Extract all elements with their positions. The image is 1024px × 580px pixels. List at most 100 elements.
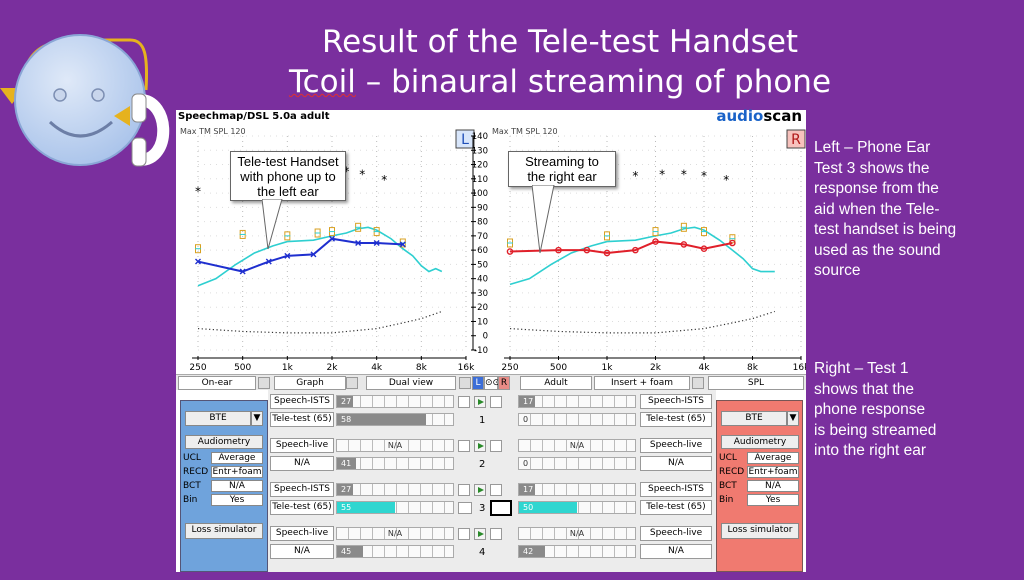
left-stimulus-level-bar[interactable]: 27: [336, 483, 454, 496]
right-stimulus-cell[interactable]: Speech-ISTS: [640, 482, 712, 497]
left-recd-value[interactable]: Entr+foam: [211, 466, 263, 478]
right-test-cell[interactable]: N/A: [640, 456, 712, 471]
right-test-level-bar[interactable]: 50: [518, 501, 636, 514]
ucl-star: *: [723, 173, 729, 187]
link-ears-icon[interactable]: ⊙⊙: [484, 376, 501, 390]
right-test-level-bar[interactable]: 0: [518, 457, 636, 470]
left-style-dropdown-icon[interactable]: ▼: [251, 411, 263, 426]
play-icon[interactable]: [474, 396, 486, 408]
left-ucl-label: UCL: [183, 453, 201, 463]
left-stimulus-cell[interactable]: Speech-live: [270, 438, 334, 453]
left-stimulus-cell[interactable]: Speech-ISTS: [270, 482, 334, 497]
right-audiometry-button[interactable]: Audiometry: [721, 435, 799, 449]
right-stimulus-level-bar[interactable]: N/A: [518, 527, 636, 540]
left-test-level-bar[interactable]: 41: [336, 457, 454, 470]
right-bct-value[interactable]: N/A: [747, 480, 799, 492]
right-test-cell[interactable]: Tele-test (65): [640, 412, 712, 427]
callout-right-ear: Streaming to the right ear: [508, 151, 616, 187]
coupling-dropdown[interactable]: [692, 377, 704, 389]
left-stimulus-level-bar-text: 27: [341, 485, 352, 494]
left-stimulus-level-bar-fill: [337, 396, 354, 407]
right-ear-select[interactable]: R: [498, 376, 510, 390]
left-grid-icon[interactable]: [458, 440, 470, 452]
right-grid-icon[interactable]: [490, 396, 502, 408]
aided-response-point: [373, 240, 380, 246]
callout-left-ear: Tele-test Handset with phone up to the l…: [230, 151, 346, 201]
graph-settings-bar: On-ear Graph Dual view L ⊙⊙ R Adult Inse…: [176, 374, 806, 390]
left-stimulus-level-bar[interactable]: 27: [336, 395, 454, 408]
right-grid-icon[interactable]: [490, 484, 502, 496]
right-test-level-bar-text: 42: [523, 547, 534, 556]
aided-response-point: [239, 268, 246, 275]
coupling-button[interactable]: Insert + foam: [594, 376, 690, 390]
right-style-dropdown-icon[interactable]: ▼: [787, 411, 799, 426]
play-icon[interactable]: [474, 528, 486, 540]
ucl-star: *: [701, 169, 707, 183]
left-bct-value[interactable]: N/A: [211, 480, 263, 492]
on-ear-dropdown[interactable]: [258, 377, 270, 389]
dual-view-dropdown[interactable]: [459, 377, 471, 389]
y-tick-label: 80: [477, 218, 488, 228]
left-ear-select[interactable]: L: [472, 376, 484, 390]
play-icon[interactable]: [474, 484, 486, 496]
left-test-level-bar[interactable]: 55: [336, 501, 454, 514]
left-test-cell[interactable]: Tele-test (65): [270, 500, 334, 515]
title-line-2: Tcoil – binaural streaming of phone: [250, 62, 870, 102]
dual-view-button[interactable]: Dual view: [366, 376, 456, 390]
aided-response-curve: [509, 240, 733, 254]
right-loss-simulator-button[interactable]: Loss simulator: [721, 523, 799, 539]
left-stimulus-level-bar[interactable]: N/A: [336, 439, 454, 452]
right-test-level-bar[interactable]: 42: [518, 545, 636, 558]
left-test-level-bar[interactable]: 58: [336, 413, 454, 426]
on-ear-button[interactable]: On-ear: [178, 376, 256, 390]
right-bin-value[interactable]: Yes: [747, 494, 799, 506]
x-tick-label: 2k: [327, 363, 339, 373]
right-test-cell[interactable]: Tele-test (65): [640, 500, 712, 515]
right-grid-icon[interactable]: [490, 528, 502, 540]
left-test-cell[interactable]: N/A: [270, 544, 334, 559]
left-grid-icon[interactable]: [458, 396, 470, 408]
left-test-level-bar-fill: [337, 458, 356, 469]
callout-right-line-1: Streaming to: [525, 154, 599, 169]
ucl-star: *: [681, 168, 687, 182]
right-stimulus-level-bar[interactable]: N/A: [518, 439, 636, 452]
left-test-cell[interactable]: N/A: [270, 456, 334, 471]
left-bin-label: Bin: [183, 495, 198, 505]
right-recd-value[interactable]: Entr+foam: [747, 466, 799, 478]
left-stimulus-cell[interactable]: Speech-live: [270, 526, 334, 541]
callout-right-pointer: [532, 185, 555, 254]
right-ucl-value[interactable]: Average: [747, 452, 799, 464]
left-style-select[interactable]: BTE: [185, 411, 251, 426]
right-curve-toggle-icon[interactable]: [490, 500, 512, 516]
left-audiometry-button[interactable]: Audiometry: [185, 435, 263, 449]
title-line-1: Result of the Tele-test Handset: [321, 24, 799, 60]
left-grid-icon[interactable]: [458, 484, 470, 496]
play-icon[interactable]: [474, 440, 486, 452]
left-test-cell[interactable]: Tele-test (65): [270, 412, 334, 427]
test-number: 4: [479, 547, 486, 558]
right-test-level-bar[interactable]: 0: [518, 413, 636, 426]
graph-button[interactable]: Graph: [274, 376, 346, 390]
spl-button[interactable]: SPL: [708, 376, 804, 390]
right-style-select[interactable]: BTE: [721, 411, 787, 426]
right-stimulus-cell[interactable]: Speech-ISTS: [640, 394, 712, 409]
left-grid-icon[interactable]: [458, 528, 470, 540]
left-test-level-bar[interactable]: 45: [336, 545, 454, 558]
right-stimulus-level-bar[interactable]: 17: [518, 395, 636, 408]
left-stimulus-cell[interactable]: Speech-ISTS: [270, 394, 334, 409]
left-bin-value[interactable]: Yes: [211, 494, 263, 506]
adult-button[interactable]: Adult: [520, 376, 592, 390]
right-test-cell[interactable]: N/A: [640, 544, 712, 559]
right-stimulus-cell[interactable]: Speech-live: [640, 438, 712, 453]
graph-dropdown[interactable]: [346, 377, 358, 389]
left-curve-toggle-icon[interactable]: [458, 502, 472, 514]
left-ucl-value[interactable]: Average: [211, 452, 263, 464]
test-number: 1: [479, 415, 486, 426]
left-stimulus-level-bar[interactable]: N/A: [336, 527, 454, 540]
left-loss-simulator-button[interactable]: Loss simulator: [185, 523, 263, 539]
aided-response-point: [265, 258, 272, 265]
right-grid-icon[interactable]: [490, 440, 502, 452]
callout-left-line-3: the left ear: [257, 184, 319, 199]
right-stimulus-cell[interactable]: Speech-live: [640, 526, 712, 541]
right-stimulus-level-bar[interactable]: 17: [518, 483, 636, 496]
